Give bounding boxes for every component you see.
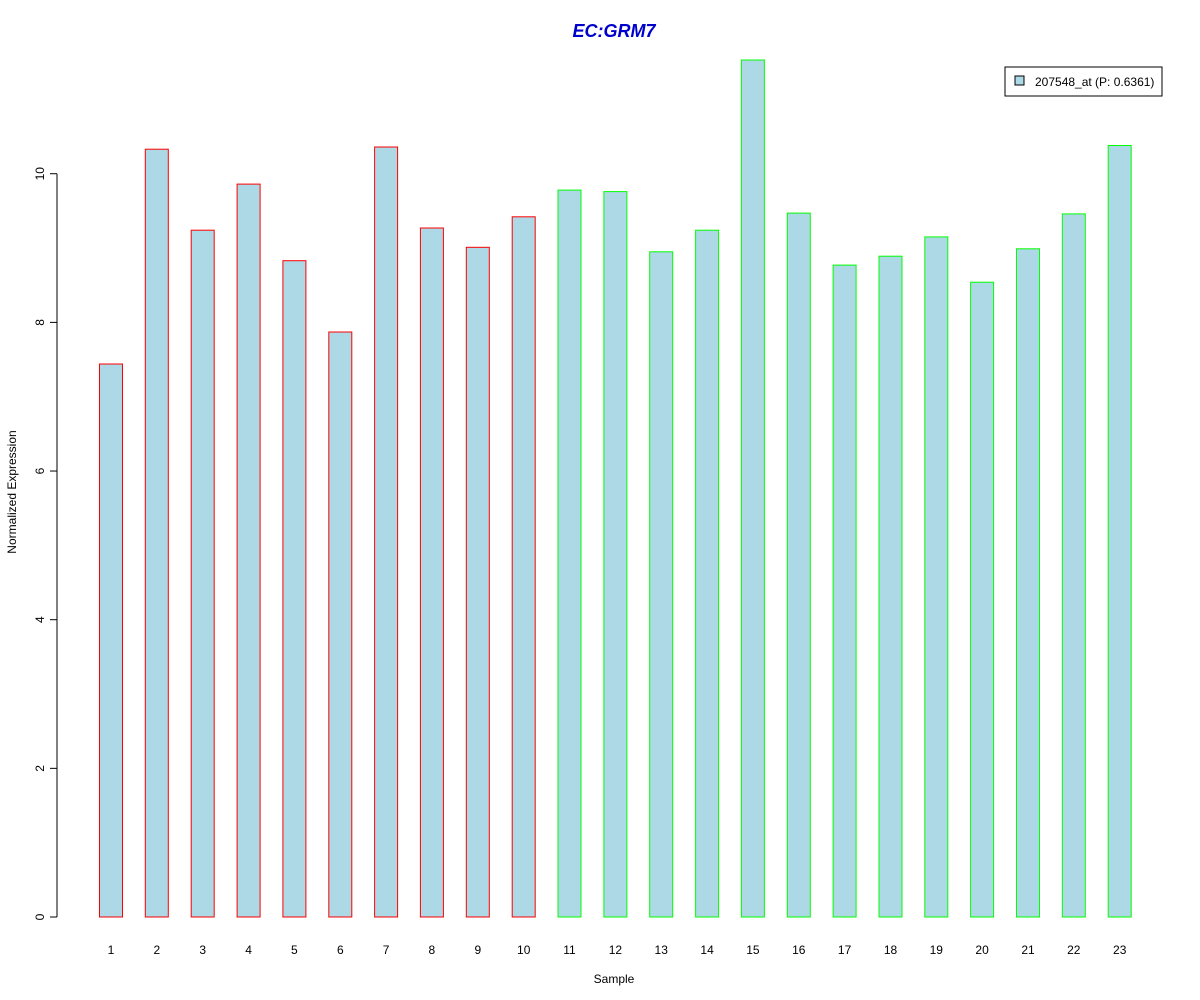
bar-sample-22 — [1061, 213, 1086, 918]
bar-sample-3 — [190, 229, 215, 918]
bar-sample-15 — [740, 59, 765, 918]
x-tick-label: 2 — [153, 943, 160, 957]
y-tick-label: 8 — [33, 319, 47, 326]
x-tick-label: 23 — [1113, 943, 1127, 957]
x-tick-label: 10 — [517, 943, 531, 957]
x-tick-label: 3 — [199, 943, 206, 957]
x-tick-label: 14 — [700, 943, 714, 957]
y-axis-title: Normalized Expression — [5, 430, 19, 553]
x-tick-label: 11 — [563, 943, 576, 957]
x-tick-label: 17 — [838, 943, 852, 957]
bar-sample-21 — [1016, 248, 1040, 918]
x-tick-label: 13 — [655, 943, 669, 957]
x-tick-label: 4 — [245, 943, 252, 957]
legend-swatch — [1014, 75, 1025, 86]
y-tick-label: 0 — [33, 913, 47, 920]
bar-sample-17 — [832, 264, 857, 918]
x-tick-label: 22 — [1067, 943, 1081, 957]
bar-sample-10 — [511, 216, 536, 918]
x-tick-labels: 1 2 3 4 5 6 7 8 9 10 11 12 13 14 15 16 17 18 19 20 21 22 23 — [108, 943, 1127, 957]
chart-title: EC:GRM7 — [572, 21, 656, 41]
legend-entry-label: 207548_at (P: 0.6361) — [1035, 75, 1154, 89]
bar-sample-1 — [99, 363, 123, 918]
bars-group — [99, 59, 1132, 918]
bar-sample-2 — [144, 148, 169, 918]
bar-sample-19 — [924, 236, 949, 918]
bar-sample-6 — [328, 331, 353, 918]
x-tick-label: 6 — [337, 943, 344, 957]
bar-sample-23 — [1107, 145, 1132, 918]
x-tick-label: 21 — [1021, 943, 1035, 957]
bar-sample-11 — [557, 189, 582, 918]
bar-sample-14 — [695, 229, 720, 918]
x-tick-label: 15 — [746, 943, 760, 957]
y-tick-label: 4 — [33, 616, 47, 623]
x-tick-label: 5 — [291, 943, 298, 957]
bar-sample-16 — [786, 212, 811, 918]
bar-sample-9 — [465, 246, 490, 918]
bar-sample-20 — [970, 281, 995, 918]
x-tick-label: 12 — [609, 943, 623, 957]
x-axis-title: Sample — [594, 972, 635, 986]
bar-sample-12 — [603, 191, 628, 918]
x-tick-label: 8 — [429, 943, 436, 957]
bar-sample-18 — [878, 255, 903, 918]
x-tick-label: 18 — [884, 943, 898, 957]
x-tick-label: 7 — [383, 943, 390, 957]
x-tick-label: 19 — [930, 943, 944, 957]
y-tick-label: 6 — [33, 467, 47, 474]
bar-sample-5 — [282, 260, 307, 918]
bar-sample-4 — [236, 183, 261, 918]
x-tick-label: 16 — [792, 943, 806, 957]
y-tick-label: 2 — [33, 765, 47, 772]
bar-sample-8 — [419, 227, 444, 918]
legend: 207548_at (P: 0.6361) — [1004, 66, 1163, 97]
y-axis: 0 2 4 6 8 10 — [33, 167, 58, 920]
x-tick-label: 9 — [474, 943, 481, 957]
bar-sample-13 — [649, 251, 674, 918]
bar-sample-7 — [374, 146, 399, 918]
x-tick-label: 1 — [108, 943, 115, 957]
y-tick-label: 10 — [33, 167, 47, 181]
legend-box — [1004, 66, 1163, 97]
x-tick-label: 20 — [975, 943, 989, 957]
